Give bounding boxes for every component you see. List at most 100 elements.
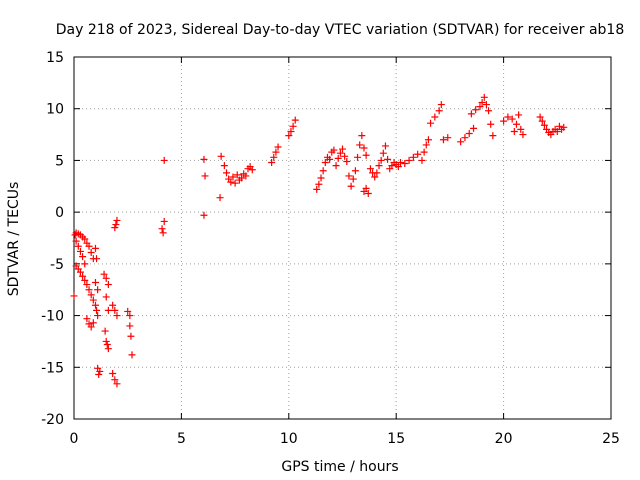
data-point [242, 172, 250, 180]
data-point [95, 371, 103, 379]
data-point [354, 153, 362, 161]
data-point [439, 136, 447, 144]
data-point [313, 185, 321, 193]
data-point [339, 145, 346, 153]
data-point [379, 149, 387, 157]
data-point [358, 132, 366, 140]
data-point [96, 367, 104, 375]
data-point [160, 217, 168, 225]
data-point [126, 312, 134, 320]
data-point [231, 179, 239, 187]
data-point [160, 156, 168, 164]
data-point [373, 169, 381, 177]
data-point [485, 107, 493, 115]
data-point [341, 152, 349, 160]
data-point [285, 132, 293, 140]
data-point [74, 242, 82, 250]
x-tick-label: 0 [70, 431, 79, 447]
data-point [217, 152, 225, 160]
data-point [330, 146, 338, 154]
data-point [422, 141, 430, 149]
data-point [332, 162, 340, 170]
data-point [418, 156, 426, 164]
data-point [427, 119, 435, 127]
data-point [102, 293, 110, 301]
data-point [457, 138, 465, 146]
data-point [227, 178, 235, 186]
grid-lines [74, 57, 611, 419]
data-point [414, 150, 422, 158]
data-point [229, 173, 237, 181]
data-point [87, 291, 95, 299]
plot-frame [73, 56, 612, 420]
data-point [465, 130, 473, 138]
data-point [540, 121, 548, 129]
data-point [111, 376, 119, 384]
data-point [216, 194, 224, 202]
data-point [238, 174, 246, 182]
data-point [103, 341, 111, 349]
data-point [444, 134, 452, 142]
data-point [317, 174, 325, 182]
data-point [104, 281, 112, 289]
data-point [270, 153, 278, 161]
data-point [364, 190, 372, 198]
data-point [287, 127, 295, 135]
data-point [113, 216, 121, 224]
data-point [431, 113, 439, 121]
data-point [326, 155, 334, 163]
data-point [349, 175, 357, 183]
data-point [487, 120, 495, 128]
data-point [113, 312, 121, 320]
data-point [519, 131, 527, 139]
data-point [504, 113, 512, 121]
chart-title: Day 218 of 2023, Sidereal Day-to-day VTE… [56, 22, 625, 38]
data-point [268, 158, 276, 166]
y-tick-label: 5 [55, 153, 64, 169]
axis-ticks: 0 5 10 15 20 25 -20 -15 -10 -5 0 5 10 15 [41, 50, 620, 447]
data-point [319, 167, 327, 175]
y-axis-label: SDTVAR / TECUs [6, 182, 22, 297]
data-point [500, 117, 508, 125]
data-point [87, 323, 95, 331]
data-point [70, 292, 78, 300]
data-point [291, 116, 299, 124]
data-point [334, 154, 342, 162]
data-point [437, 101, 445, 109]
data-point [81, 260, 89, 268]
data-point [321, 158, 329, 166]
data-point [351, 167, 359, 175]
data-point [109, 369, 117, 377]
data-point [272, 148, 280, 156]
data-point [87, 248, 95, 256]
data-point [384, 155, 392, 163]
data-point [478, 99, 486, 107]
data-point [381, 142, 389, 150]
data-point [83, 281, 91, 289]
data-point [127, 332, 135, 340]
data-point [467, 110, 475, 118]
data-point [89, 319, 97, 327]
data-point [489, 132, 497, 140]
x-tick-label: 15 [387, 431, 405, 447]
data-point [113, 380, 121, 388]
data-point [93, 306, 101, 314]
data-points [70, 93, 568, 388]
data-point [396, 158, 404, 166]
data-point [76, 268, 84, 276]
data-point [536, 113, 544, 121]
data-point [248, 166, 256, 174]
data-point [112, 221, 120, 229]
y-tick-label: 15 [46, 50, 64, 66]
data-point [79, 253, 87, 261]
data-point [81, 235, 89, 243]
data-point [360, 144, 368, 152]
data-point [102, 337, 110, 345]
y-tick-label: -15 [41, 360, 64, 376]
y-tick-label: -20 [41, 412, 64, 428]
data-point [85, 286, 93, 294]
data-point [104, 345, 112, 353]
data-point [200, 211, 208, 219]
data-point [85, 242, 93, 250]
